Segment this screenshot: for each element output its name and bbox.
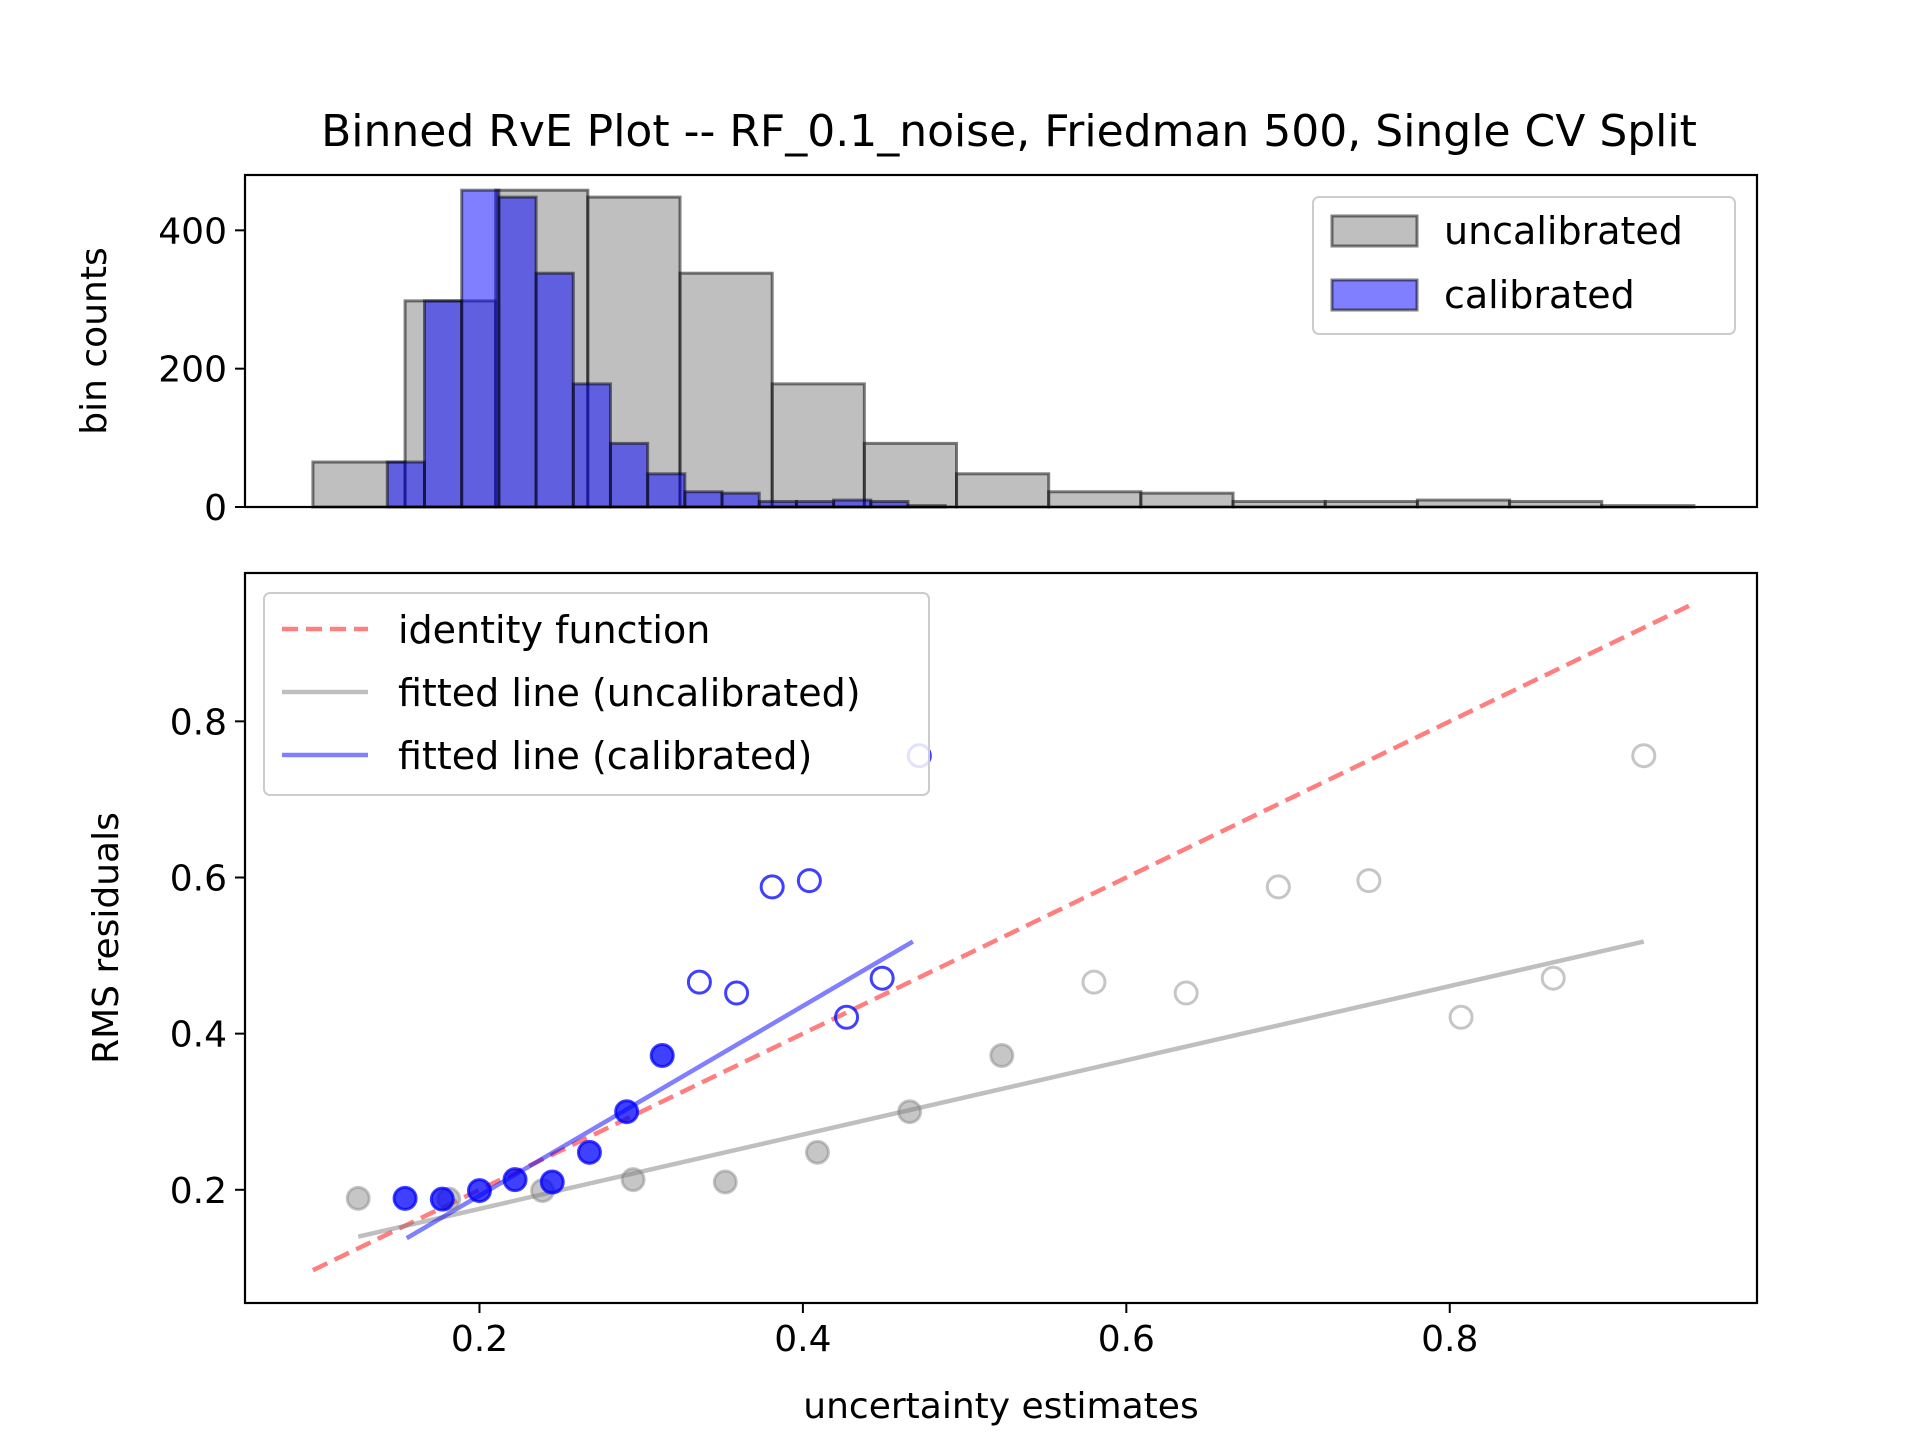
scatter-x-axis-label: uncertainty estimates: [803, 1386, 1198, 1427]
histogram-y-ticks: 0 200 400: [158, 211, 245, 529]
scatter-xtick-label-0: 0.2: [451, 1319, 508, 1360]
hist-bar-calibrated-0: [385, 460, 426, 509]
hist-legend-swatch-calibrated: [1330, 278, 1419, 312]
hist-ytick-label-1: 200: [158, 350, 227, 391]
point-uncalibrated-3: [620, 1167, 646, 1193]
hist-legend-label-calibrated: calibrated: [1444, 273, 1635, 317]
point-calibrated-11: [796, 868, 822, 894]
scatter-ytick-label-0: 0.2: [170, 1171, 227, 1212]
hist-bar-calibrated-4: [534, 271, 575, 509]
point-calibrated-2: [466, 1178, 492, 1204]
scatter-ytick-label-1: 0.4: [170, 1015, 227, 1056]
point-calibrated-7: [649, 1043, 675, 1069]
point-uncalibrated-5: [804, 1139, 830, 1165]
point-calibrated-3: [502, 1167, 528, 1193]
point-calibrated-0: [392, 1185, 418, 1211]
histogram-panel: 0 200 400 bin counts uncalibrated calibrate…: [74, 173, 1759, 529]
scatter-legend-box: [263, 592, 930, 796]
scatter-x-ticks: 0.2 0.4 0.6 0.8: [451, 1303, 1478, 1360]
scatter-legend-label-fitted-line-calibrated: fitted line (calibrated): [398, 734, 812, 778]
point-calibrated-10: [759, 874, 785, 900]
hist-bar-uncalibrated-4: [678, 271, 774, 509]
hist-bar-uncalibrated-9: [1139, 491, 1235, 509]
hist-bar-uncalibrated-6: [862, 441, 959, 509]
scatter-xtick-label-1: 0.4: [774, 1319, 831, 1360]
point-uncalibrated-6: [897, 1099, 923, 1125]
point-uncalibrated-7: [989, 1043, 1015, 1069]
hist-bar-calibrated-9: [720, 491, 761, 509]
point-uncalibrated-4: [712, 1169, 738, 1195]
point-uncalibrated-12: [1448, 1004, 1474, 1030]
scatter-ytick-label-2: 0.6: [170, 858, 227, 899]
point-uncalibrated-13: [1540, 965, 1566, 991]
point-uncalibrated-10: [1265, 874, 1291, 900]
hist-legend-label-uncalibrated: uncalibrated: [1444, 209, 1683, 253]
scatter-y-axis-label: RMS residuals: [86, 812, 127, 1064]
point-calibrated-9: [724, 980, 750, 1006]
point-uncalibrated-14: [1631, 743, 1657, 769]
point-calibrated-6: [614, 1099, 640, 1125]
hist-bar-calibrated-7: [646, 472, 687, 509]
histogram-axes-frame: [243, 173, 1759, 509]
scatter-legend-label-identity-function: identity function: [398, 608, 710, 652]
hist-bar-calibrated-1: [422, 299, 464, 509]
point-calibrated-5: [576, 1139, 602, 1165]
line-fitted-line-uncalibrated: [357, 939, 1645, 1239]
hist-bar-calibrated-3: [497, 195, 538, 509]
chart-title: Binned RvE Plot -- RF_0.1_noise, Friedma…: [321, 106, 1697, 157]
hist-ytick-label-0: 0: [204, 488, 227, 529]
scatter-y-ticks: 0.2 0.4 0.6 0.8: [170, 702, 245, 1212]
scatter-legend-label-fitted-line-uncalibrated: fitted line (uncalibrated): [398, 671, 861, 715]
hist-bar-calibrated-5: [571, 382, 612, 509]
scatter-panel: 0.2 0.4 0.6 0.8 0.2 0.4 0.6 0.8 uncertainty es…: [86, 571, 1759, 1427]
point-uncalibrated-0: [345, 1185, 371, 1211]
scatter-xtick-label-2: 0.6: [1098, 1319, 1155, 1360]
point-calibrated-1: [429, 1186, 455, 1212]
point-calibrated-8: [686, 969, 712, 995]
point-calibrated-12: [834, 1004, 860, 1030]
scatter-axes-frame: [243, 571, 1759, 1305]
hist-ytick-label-2: 400: [158, 211, 227, 252]
histogram-bars: [311, 188, 1696, 509]
histogram-legend: uncalibrated calibrated: [1312, 196, 1736, 335]
point-calibrated-13: [869, 965, 895, 991]
hist-bar-calibrated-8: [683, 490, 724, 509]
hist-bar-uncalibrated-8: [1047, 490, 1143, 509]
point-uncalibrated-8: [1081, 969, 1107, 995]
scatter-ytick-label-3: 0.8: [170, 702, 227, 743]
hist-bar-calibrated-2: [460, 188, 501, 509]
scatter-xtick-label-3: 0.8: [1421, 1319, 1478, 1360]
point-uncalibrated-11: [1356, 868, 1382, 894]
point-calibrated-4: [539, 1169, 565, 1195]
histogram-y-axis-label: bin counts: [74, 247, 115, 434]
scatter-points: [345, 743, 1657, 1212]
hist-bar-uncalibrated-7: [955, 472, 1051, 509]
scatter-legend: identity function fitted line (uncalibrat…: [263, 592, 930, 796]
point-uncalibrated-9: [1173, 980, 1199, 1006]
hist-bar-calibrated-6: [608, 441, 650, 509]
hist-legend-swatch-uncalibrated: [1330, 214, 1419, 248]
hist-bar-uncalibrated-5: [770, 382, 866, 509]
